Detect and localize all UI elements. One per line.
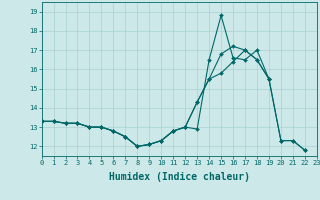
X-axis label: Humidex (Indice chaleur): Humidex (Indice chaleur) [109,172,250,182]
